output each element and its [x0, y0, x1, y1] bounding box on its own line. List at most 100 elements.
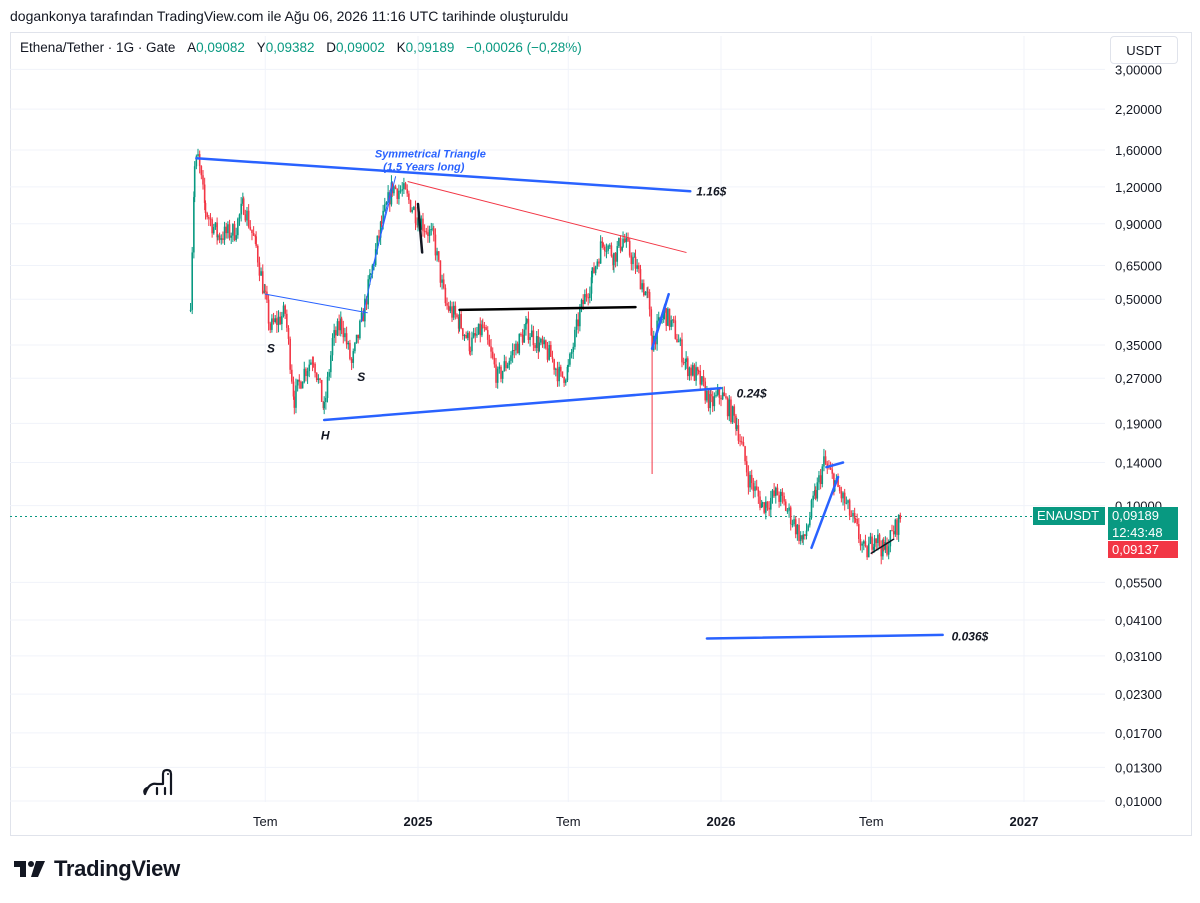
candle-body — [416, 223, 418, 226]
candle-body — [697, 370, 700, 372]
price-tick-label: 0,27000 — [1115, 371, 1162, 386]
candle-body — [699, 370, 702, 385]
candle-body — [479, 323, 482, 336]
candle-body — [657, 317, 660, 321]
candle-series — [189, 148, 902, 565]
candle-body — [577, 319, 580, 327]
candle-body — [791, 524, 794, 526]
candle-body — [193, 197, 195, 253]
candle-body — [342, 327, 345, 338]
time-tick-label: Tem — [556, 814, 581, 829]
candle-body — [594, 266, 597, 273]
candle-body — [625, 237, 628, 243]
candle-body — [233, 224, 236, 241]
candle-body — [737, 425, 740, 441]
candle-body — [491, 351, 494, 358]
candle-body — [710, 394, 712, 397]
candle-body — [414, 206, 417, 224]
target-upper-label: 1.16$ — [696, 184, 726, 198]
candle-body — [730, 399, 732, 423]
symbol-title[interactable]: Ethena/Tether · 1G · Gate — [20, 40, 176, 55]
candle-body — [485, 327, 487, 331]
tradingview-logo[interactable]: TradingView — [12, 856, 180, 882]
candle-body — [411, 209, 413, 212]
candle-body — [300, 381, 302, 389]
candle-body — [821, 466, 824, 485]
candle-body — [574, 329, 576, 347]
candle-body — [752, 483, 755, 491]
candle-body — [686, 358, 689, 377]
candle-body — [350, 358, 353, 363]
candle-body — [214, 222, 217, 228]
head-label: H — [321, 428, 330, 442]
candle-body — [859, 539, 862, 546]
candle-body — [818, 475, 820, 483]
candle-body — [447, 305, 450, 311]
candle-body — [707, 390, 710, 409]
candle-body — [325, 397, 327, 403]
candle-body — [339, 318, 342, 331]
candle-body — [840, 491, 843, 499]
candle-body — [441, 279, 443, 283]
candle-body — [195, 156, 198, 167]
candle-body — [242, 198, 244, 204]
right-shoulder-label: S — [357, 370, 365, 384]
time-tick-label: 2025 — [404, 814, 433, 829]
candle-body — [218, 235, 221, 240]
candle-body — [436, 251, 438, 256]
candle-body — [472, 333, 475, 338]
black-range-line — [458, 305, 637, 312]
candle-body — [638, 265, 640, 270]
candle-body — [425, 231, 428, 233]
candle-body — [838, 487, 841, 492]
candle-body — [608, 245, 611, 247]
candle-body — [605, 250, 608, 252]
candle-body — [677, 341, 680, 343]
candle-body — [763, 502, 765, 513]
candle-body — [551, 356, 554, 360]
candle-body — [726, 398, 729, 417]
candle-body — [755, 486, 758, 490]
candle-body — [312, 363, 315, 365]
candle-body — [871, 536, 873, 550]
candle-body — [804, 534, 806, 537]
candle-body — [200, 166, 203, 176]
candle-body — [335, 330, 337, 336]
candle-body — [362, 312, 365, 322]
candle-body — [567, 364, 570, 367]
candle-body — [227, 224, 229, 234]
price-axis: 3,00000 2,20000 1,60000 1,20000 0,90000 0,650… — [1115, 62, 1162, 809]
candle-body — [540, 338, 542, 343]
bid-price-tag: 0,09137 — [1108, 541, 1178, 559]
candle-body — [228, 224, 231, 238]
candle-body — [587, 297, 589, 299]
last-price-tag: 0,09189 — [1108, 507, 1178, 526]
high-value: 0,09382 — [265, 40, 315, 55]
candle-body — [209, 218, 212, 220]
candle-body — [627, 237, 629, 241]
candle-body — [518, 334, 521, 354]
candle-body — [284, 305, 286, 314]
candle-body — [240, 203, 242, 215]
candle-body — [633, 256, 636, 258]
currency-button[interactable]: USDT — [1110, 36, 1178, 64]
price-tick-label: 0,01300 — [1115, 760, 1162, 775]
candle-body — [603, 246, 606, 252]
candle-body — [819, 475, 822, 485]
left-shoulder-label: S — [267, 342, 275, 356]
candle-body — [733, 406, 736, 416]
tradingview-logo-icon — [14, 861, 45, 877]
candle-body — [413, 206, 415, 210]
candle-body — [344, 333, 346, 338]
candle-body — [376, 235, 379, 250]
candle-body — [541, 338, 544, 345]
candle-body — [458, 314, 461, 329]
candle-body — [500, 366, 502, 379]
support-line — [870, 538, 895, 554]
candle-body — [750, 474, 753, 484]
candle-body — [648, 292, 651, 310]
candle-body — [267, 299, 270, 324]
candle-body — [794, 519, 797, 535]
candle-body — [310, 362, 312, 365]
